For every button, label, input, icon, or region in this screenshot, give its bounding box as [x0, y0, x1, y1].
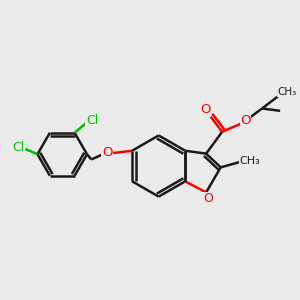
Text: O: O — [200, 103, 211, 116]
Text: Cl: Cl — [12, 141, 24, 154]
Text: O: O — [203, 192, 213, 205]
Text: CH₃: CH₃ — [277, 87, 296, 97]
Text: Cl: Cl — [86, 114, 98, 127]
Text: CH₃: CH₃ — [239, 156, 260, 166]
Text: O: O — [240, 114, 251, 127]
Text: O: O — [102, 146, 112, 159]
